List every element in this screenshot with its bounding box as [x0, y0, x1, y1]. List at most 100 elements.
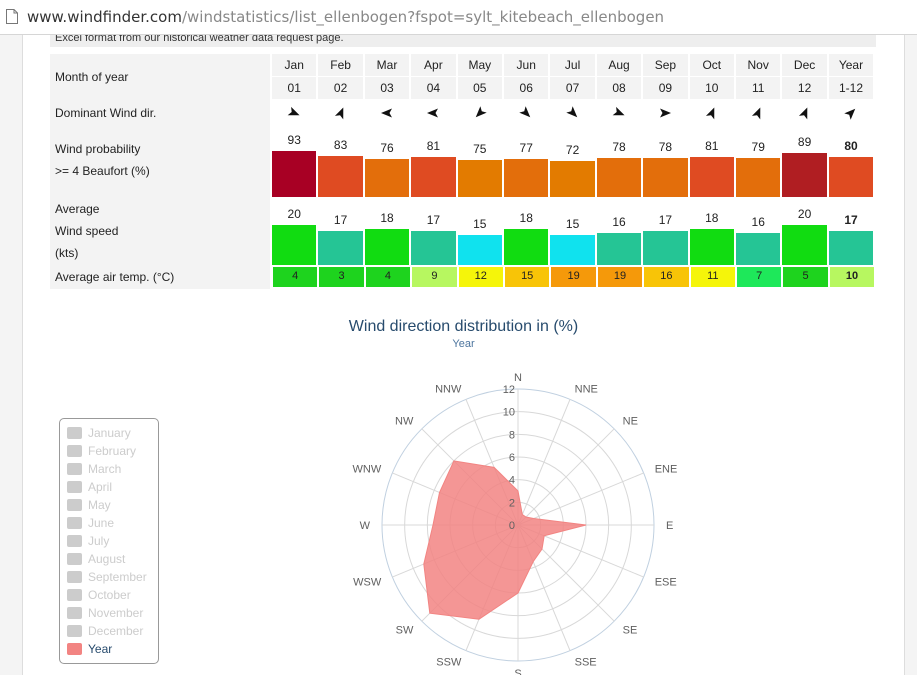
month-name: Oct [689, 54, 734, 77]
direction-cell [550, 100, 594, 126]
probability-value: 93 [287, 133, 301, 147]
month-name: Mar [364, 54, 410, 77]
speed-cell: 16 [596, 197, 642, 265]
direction-label: ENE [655, 463, 678, 475]
speed-cell: 17 [318, 197, 363, 265]
probability-bar [364, 159, 410, 197]
legend-item-april[interactable]: April [67, 479, 155, 495]
speed-bar [272, 225, 317, 265]
probability-bar [689, 157, 734, 197]
speed-bar [318, 231, 363, 265]
wind-arrow-icon [798, 107, 807, 120]
chart-legend: January February March April May June July Augu… [59, 418, 159, 664]
direction-label: SW [396, 625, 414, 637]
wind-arrow-icon [752, 107, 761, 120]
direction-cell [318, 100, 362, 126]
wind-arrow-icon [475, 106, 487, 118]
month-name: Aug [596, 54, 642, 77]
speed-cell: 15 [457, 197, 502, 265]
temperature-value: 4 [273, 267, 318, 287]
legend-item-june[interactable]: June [67, 515, 155, 531]
month-number: 01 [272, 77, 317, 100]
legend-swatch [67, 463, 82, 475]
direction-row-label: Dominant Wind dir. [50, 100, 270, 126]
legend-item-january[interactable]: January [67, 425, 155, 441]
legend-item-december[interactable]: December [67, 623, 155, 639]
temperature-cell: 12 [458, 265, 504, 289]
probability-bar [596, 158, 642, 197]
month-number: 07 [550, 77, 595, 100]
radial-tick-label: 12 [503, 384, 515, 396]
legend-label: February [88, 444, 137, 458]
series-area-year [423, 460, 587, 620]
probability-bar [550, 161, 595, 197]
legend-item-july[interactable]: July [67, 533, 155, 549]
direction-label: NE [623, 415, 638, 427]
speed-bar [364, 229, 410, 265]
wind-rose-chart: 0 2 4 6 8 10 12N NNE NE ENE E ESE SE SSE S SSW SW WSW W WNW… [353, 372, 678, 675]
month-name: Apr [411, 54, 456, 77]
chart-subtitle: Year [452, 338, 475, 350]
url-text[interactable]: www.windfinder.com/windstatistics/list_e… [27, 8, 664, 26]
temperature-cell: 5 [782, 265, 828, 289]
legend-swatch [67, 481, 82, 493]
legend-item-october[interactable]: October [67, 587, 155, 603]
temperature-cell: 4 [272, 265, 318, 289]
month-name: Nov [736, 54, 781, 77]
legend-swatch [67, 625, 82, 637]
direction-cell [272, 100, 316, 126]
speed-bar [411, 231, 456, 265]
month-number: 02 [318, 77, 363, 100]
legend-label: January [88, 426, 131, 440]
month-name: Jan [272, 54, 317, 77]
temperature-cell: 19 [550, 265, 596, 289]
legend-item-september[interactable]: September [67, 569, 155, 585]
radial-tick-label: 10 [503, 407, 515, 419]
probability-value: 72 [565, 143, 580, 157]
probability-cell: 76 [364, 126, 410, 197]
probability-value: 81 [426, 139, 441, 153]
direction-cell [736, 100, 780, 126]
temperature-value: 15 [505, 267, 550, 287]
probability-bar [504, 159, 549, 197]
probability-bar [643, 158, 688, 197]
speed-cell: 18 [689, 197, 734, 265]
legend-item-year[interactable]: Year [67, 641, 155, 657]
direction-label: WSW [353, 577, 382, 589]
month-number: 1-12 [828, 77, 874, 100]
speed-value: 18 [705, 211, 719, 225]
legend-item-march[interactable]: March [67, 461, 155, 477]
probability-bar [736, 158, 781, 197]
probability-value: 80 [844, 139, 858, 153]
speed-value: 17 [333, 213, 348, 227]
page-content: Excel format from our historical weather… [22, 35, 905, 675]
temperature-cell: 15 [504, 265, 550, 289]
legend-swatch [67, 607, 82, 619]
probability-value: 77 [519, 141, 533, 155]
wind-arrow-icon [287, 106, 300, 116]
speed-cell: 17 [643, 197, 688, 265]
probability-row-label: Wind probability >= 4 Beaufort (%) [50, 126, 270, 197]
legend-swatch [67, 553, 82, 565]
speed-value: 15 [473, 217, 487, 231]
legend-item-november[interactable]: November [67, 605, 155, 621]
speed-row-label: Average Wind speed (kts) [50, 197, 270, 265]
url-path: /windstatistics/list_ellenbogen?fspot=sy… [181, 8, 665, 26]
temperature-cell: 19 [597, 265, 643, 289]
address-bar[interactable]: www.windfinder.com/windstatistics/list_e… [0, 0, 917, 35]
legend-swatch [67, 499, 82, 511]
speed-bar [550, 235, 595, 265]
month-number: 09 [643, 77, 688, 100]
legend-item-february[interactable]: February [67, 443, 155, 459]
speed-row: Average Wind speed (kts) 20 17 18 17 15 18 15 1… [50, 197, 876, 265]
probability-bar [411, 157, 456, 197]
speed-cell: 20 [782, 197, 827, 265]
temperature-cell: 11 [690, 265, 736, 289]
month-number: 03 [364, 77, 410, 100]
legend-item-may[interactable]: May [67, 497, 155, 513]
radial-tick-label: 4 [509, 475, 515, 487]
speed-value: 16 [751, 215, 765, 229]
direction-label: E [666, 520, 673, 532]
direction-label: SE [623, 625, 638, 637]
legend-item-august[interactable]: August [67, 551, 155, 567]
